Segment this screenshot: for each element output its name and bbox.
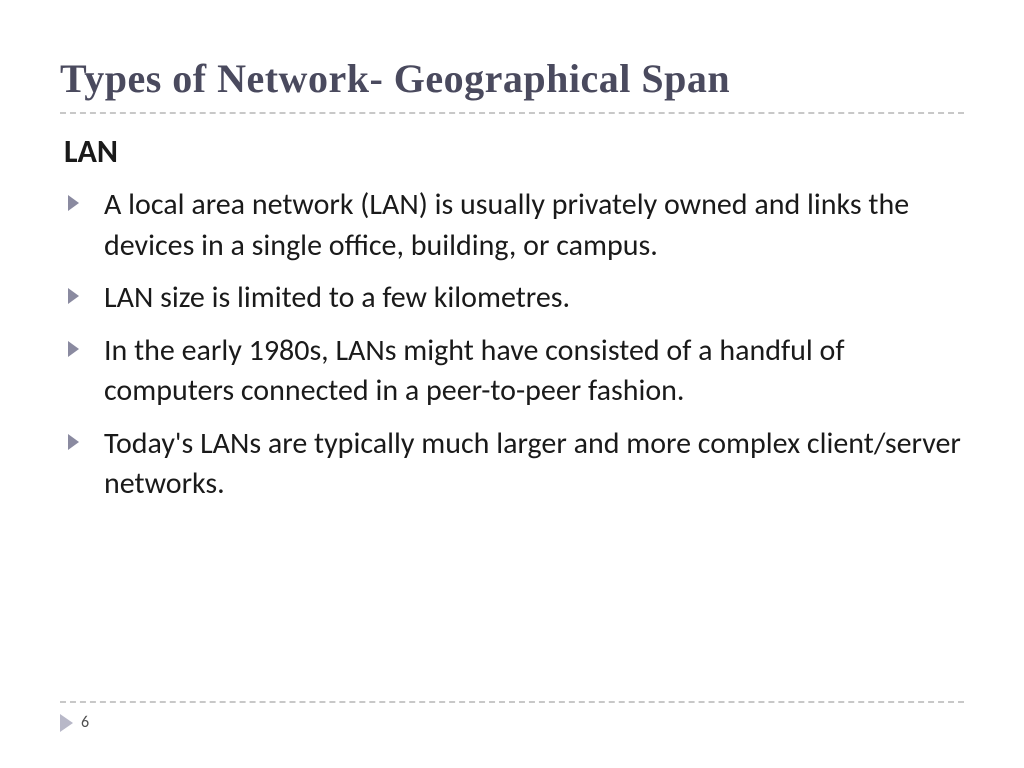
triangle-bullet-icon xyxy=(68,195,79,211)
triangle-bullet-icon xyxy=(68,341,79,357)
triangle-bullet-icon xyxy=(68,288,79,304)
slide-title: Types of Network- Geographical Span xyxy=(60,55,964,102)
footer-triangle-icon xyxy=(60,714,73,732)
slide-container: Types of Network- Geographical Span LAN … xyxy=(0,0,1024,768)
bullet-item: A local area network (LAN) is usually pr… xyxy=(64,185,964,266)
footer-divider xyxy=(60,701,964,703)
bullet-item: In the early 1980s, LANs might have cons… xyxy=(64,331,964,412)
bullet-text: Today's LANs are typically much larger a… xyxy=(104,425,961,503)
bullet-item: Today's LANs are typically much larger a… xyxy=(64,424,964,505)
bullet-text: A local area network (LAN) is usually pr… xyxy=(104,186,909,264)
bullet-item: LAN size is limited to a few kilometres. xyxy=(64,278,964,319)
slide-subtitle: LAN xyxy=(64,132,964,171)
page-number-wrap: 6 xyxy=(60,713,964,732)
bullet-text: LAN size is limited to a few kilometres. xyxy=(104,279,570,316)
bullet-text: In the early 1980s, LANs might have cons… xyxy=(104,332,845,410)
title-divider xyxy=(60,112,964,114)
page-number: 6 xyxy=(81,713,89,732)
bullet-list: A local area network (LAN) is usually pr… xyxy=(60,185,964,505)
triangle-bullet-icon xyxy=(68,434,79,450)
slide-footer: 6 xyxy=(60,701,964,732)
